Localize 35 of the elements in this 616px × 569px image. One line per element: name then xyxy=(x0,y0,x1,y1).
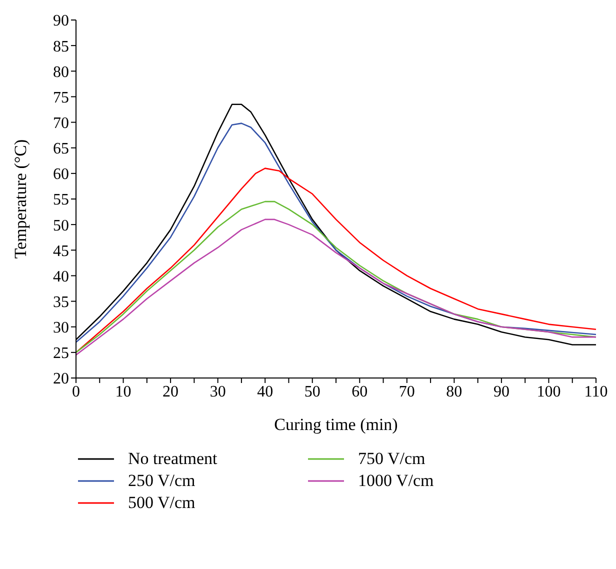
x-tick-label: 100 xyxy=(536,383,561,400)
y-tick-label: 20 xyxy=(53,370,69,388)
y-tick-label: 80 xyxy=(53,64,69,81)
x-tick-label: 70 xyxy=(398,383,415,400)
x-tick-label: 60 xyxy=(352,383,368,400)
legend-label: 1000 V/cm xyxy=(358,471,434,491)
x-tick-label: 10 xyxy=(115,383,132,400)
x-tick-label: 90 xyxy=(493,383,510,400)
y-tick-label: 45 xyxy=(53,242,69,260)
y-tick-label: 35 xyxy=(53,294,69,311)
x-tick-label: 30 xyxy=(210,383,226,400)
y-tick-label: 55 xyxy=(53,192,69,209)
y-tick-label: 70 xyxy=(53,114,69,132)
y-axis-title: Temperature (°C) xyxy=(11,139,30,259)
x-axis-title: Curing time (min) xyxy=(274,415,398,434)
line-series xyxy=(76,168,596,354)
legend-label: No treatment xyxy=(128,449,218,469)
y-tick-label: 85 xyxy=(53,38,69,56)
x-tick-label: 20 xyxy=(162,383,179,400)
y-tick-label: 25 xyxy=(53,345,69,362)
y-tick-label: 75 xyxy=(53,89,69,106)
y-tick-label: 40 xyxy=(53,268,69,286)
x-tick-label: 110 xyxy=(584,383,608,400)
y-tick-label: 50 xyxy=(53,217,69,234)
y-tick-label: 30 xyxy=(53,320,69,337)
legend-label: 750 V/cm xyxy=(358,449,426,469)
legend-label: 500 V/cm xyxy=(128,493,196,513)
y-tick-label: 60 xyxy=(53,166,69,184)
x-tick-label: 50 xyxy=(304,383,320,400)
x-tick-label: 0 xyxy=(72,383,80,400)
y-tick-label: 65 xyxy=(53,140,69,158)
x-tick-label: 80 xyxy=(446,383,462,400)
y-tick-label: 90 xyxy=(53,12,69,30)
legend-label: 250 V/cm xyxy=(128,471,196,491)
x-tick-label: 40 xyxy=(257,383,274,400)
